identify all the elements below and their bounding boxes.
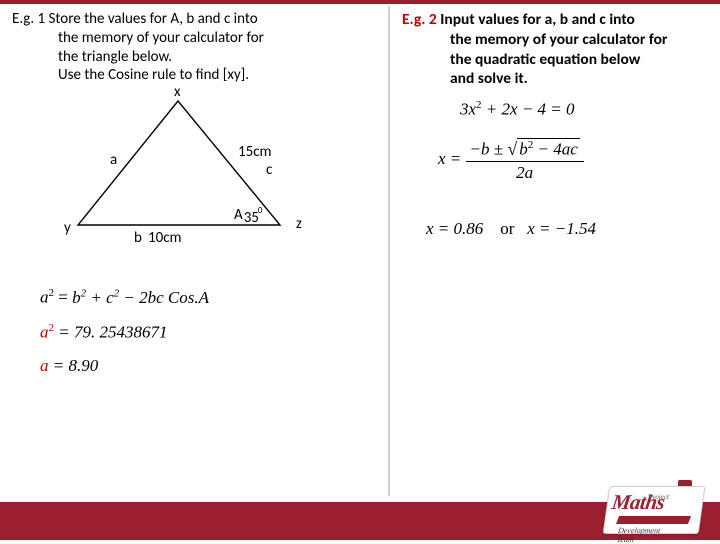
sol-or: or xyxy=(488,219,523,238)
eg2-prefix: E.g. 2 xyxy=(402,10,440,29)
eg2-line1: Input values for a, b and c into xyxy=(440,10,635,29)
res1-lhs: a xyxy=(40,322,49,341)
sol-v2: x = −1.54 xyxy=(527,219,596,238)
res1-eq: = 79. 25438671 xyxy=(58,322,167,341)
side-a-label: a xyxy=(110,151,117,169)
angle-deg-value: 35 xyxy=(244,209,259,227)
result-a: a = 8.90 xyxy=(40,356,380,376)
cos-lhs-a: a xyxy=(40,288,49,307)
triangle-diagram: x y z a 15cm c A350 b 10cm xyxy=(48,93,328,263)
triangle-svg xyxy=(48,93,328,243)
content-area: E.g. 1 Store the values for A, b and c i… xyxy=(0,6,720,496)
res2-lhs: a xyxy=(40,356,49,375)
eg1-line2: the memory of your calculator for xyxy=(12,29,380,48)
example-2-column: E.g. 2 Input values for a, b and c into … xyxy=(390,6,720,496)
quadratic-formula: x = −b ± b2 − 4ac 2a xyxy=(438,138,710,183)
logo-bar xyxy=(616,516,691,524)
example-1-text: E.g. 1 Store the values for A, b and c i… xyxy=(12,10,380,85)
cosine-rule-formula: a2 = b2 + c2 − 2bc Cos.A xyxy=(40,287,380,308)
logo-dev-team: Development Team xyxy=(616,526,661,544)
res1-sup: 2 xyxy=(49,322,55,334)
logo-inner: Maths Project Development Team xyxy=(610,490,666,515)
eg2-line2: the memory of your calculator for xyxy=(402,30,710,50)
example-2-text: E.g. 2 Input values for a, b and c into … xyxy=(402,10,710,89)
side-b-label: b xyxy=(134,229,142,247)
result-a-squared: a2 = 79. 25438671 xyxy=(40,322,380,343)
qf-equals: = xyxy=(450,149,466,168)
qf-fraction: −b ± b2 − 4ac 2a xyxy=(466,138,584,183)
eg1-line1: Store the values for A, b and c into xyxy=(49,10,258,28)
angle-A-letter: A xyxy=(234,206,243,224)
eg1-prefix: E.g. 1 xyxy=(12,10,49,28)
cos-rhs: b2 + c2 − 2bc Cos.A xyxy=(72,288,209,307)
res2-eq: = 8.90 xyxy=(53,356,98,375)
quadratic-equation: 3x2 + 2x − 4 = 0 xyxy=(460,99,710,120)
vertex-x-label: x xyxy=(174,83,181,101)
cos-lhs-sup: 2 xyxy=(49,287,55,299)
eg2-line4: and solve it. xyxy=(402,69,710,89)
sqrt-icon xyxy=(507,139,517,160)
maths-project-logo: Maths Project Development Team xyxy=(606,480,702,534)
vertex-y-label: y xyxy=(64,219,71,237)
qf-numerator: −b ± b2 − 4ac xyxy=(466,138,584,162)
eg2-line3: the quadratic equation below xyxy=(402,50,710,70)
side-bottom-length: 10cm xyxy=(148,229,182,247)
vertex-z-label: z xyxy=(296,215,302,233)
logo-project: Project xyxy=(649,492,670,501)
side-right-length: 15cm xyxy=(238,143,272,161)
top-accent-bar xyxy=(0,0,720,4)
sol-x1: x xyxy=(426,219,434,238)
angle-A-label: A350 xyxy=(234,205,262,224)
side-c-label: c xyxy=(266,161,272,179)
eg1-line4: Use the Cosine rule to find [xy]. xyxy=(12,66,380,85)
qf-sqrt-inner: b2 − 4ac xyxy=(517,138,580,160)
solutions: x = 0.86 or x = −1.54 xyxy=(426,219,710,239)
cos-equals: = xyxy=(58,288,72,307)
qf-denominator: 2a xyxy=(466,162,584,183)
qf-x: x xyxy=(438,149,446,168)
eg1-line3: the triangle below. xyxy=(12,48,380,67)
sol-v1: = 0.86 xyxy=(438,219,483,238)
qf-num-prefix: −b ± xyxy=(470,140,508,159)
example-1-column: E.g. 1 Store the values for A, b and c i… xyxy=(0,6,390,496)
